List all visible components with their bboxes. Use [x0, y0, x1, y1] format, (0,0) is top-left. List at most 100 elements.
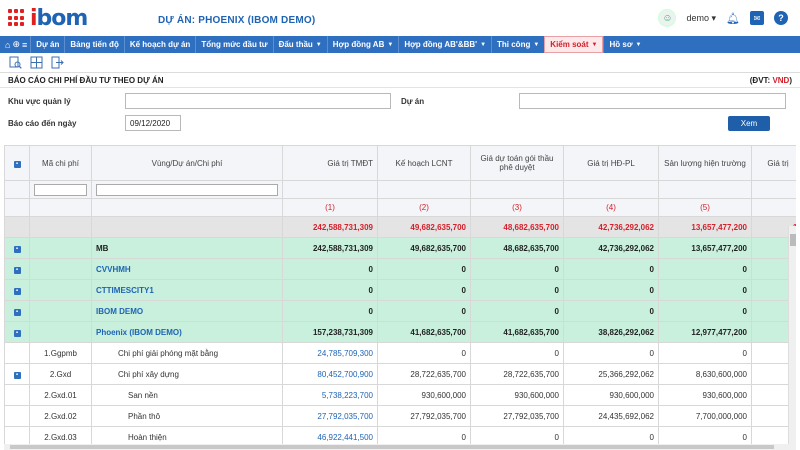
- expand-icon[interactable]: ▪: [13, 288, 21, 295]
- col-header-code[interactable]: Mã chi phí: [29, 145, 92, 181]
- table-row[interactable]: ▪ Phoenix (IBOM DEMO) 157,238,731,309 41,68…: [4, 321, 796, 343]
- mail-icon[interactable]: ✉: [750, 11, 764, 25]
- expand-cell[interactable]: ▪: [4, 237, 30, 259]
- table-row[interactable]: 2.Gxd.01 San nền 5,738,223,700 930,600,000 9…: [4, 384, 796, 406]
- nav-item[interactable]: Dự án: [30, 36, 64, 53]
- col-header-hdpl[interactable]: Giá trị HĐ-PL: [563, 145, 659, 181]
- cell-hdpl: 0: [563, 426, 659, 445]
- cell-hdpl: 0: [563, 258, 659, 280]
- total-dutoan: 48,682,635,700: [470, 216, 564, 238]
- table-row[interactable]: 1.Ggpmb Chi phí giải phóng mặt bằng 24,785…: [4, 342, 796, 364]
- cell-tmdt: 46,922,441,500: [282, 426, 378, 445]
- nav-item[interactable]: Đấu thầu ▼: [272, 36, 327, 53]
- username-menu[interactable]: demo ▾: [686, 12, 716, 23]
- nav-item[interactable]: Hợp đồng AB ▼: [326, 36, 399, 53]
- col-header-sanluong[interactable]: Sản lượng hiện trường: [658, 145, 752, 181]
- table-row[interactable]: 2.Gxd.02 Phần thô 27,792,035,700 27,792,035…: [4, 405, 796, 427]
- table-row[interactable]: ▪ CVVHMH 0 0 0 0 0: [4, 258, 796, 280]
- report-header: BÁO CÁO CHI PHÍ ĐẦU TƯ THEO DỰ ÁN (ĐVT: …: [0, 73, 800, 88]
- cell-tmdt: 157,238,731,309: [282, 321, 378, 343]
- nav-item[interactable]: Kiểm soát ▼: [544, 36, 604, 53]
- expand-icon[interactable]: ▪: [13, 267, 21, 274]
- cell-more: [751, 300, 796, 322]
- horizontal-scrollbar[interactable]: [4, 444, 796, 450]
- expand-icon[interactable]: ▪: [13, 246, 21, 253]
- nav-item[interactable]: Thi công ▼: [491, 36, 544, 53]
- nav-item-label: Hợp đồng AB: [332, 40, 385, 49]
- total-lcnt: 49,682,635,700: [377, 216, 471, 238]
- expand-icon[interactable]: ▪: [13, 330, 21, 337]
- cell-code: 2.Gxd.02: [29, 405, 92, 427]
- top-bar: ibom DỰ ÁN: PHOENIX (IBOM DEMO) ☺ demo ▾…: [0, 0, 800, 36]
- cell-dutoan: 27,792,035,700: [470, 405, 564, 427]
- expand-all-icon[interactable]: ▪: [13, 161, 21, 168]
- nav-item[interactable]: Kế hoạch dự án: [123, 36, 195, 53]
- cell-sanluong: 7,700,000,000: [658, 405, 752, 427]
- chevron-down-icon: ▼: [635, 41, 642, 48]
- cell-dutoan: 0: [470, 300, 564, 322]
- code-filter-input[interactable]: [34, 183, 87, 196]
- expand-cell[interactable]: ▪: [4, 258, 30, 280]
- expand-cell[interactable]: ▪: [4, 321, 30, 343]
- expand-icon[interactable]: ▪: [13, 309, 21, 316]
- col-number: (3): [470, 198, 564, 217]
- home-icon[interactable]: ⌂: [5, 39, 11, 50]
- nav-item-label: Thi công: [497, 40, 531, 49]
- cell-more: [751, 342, 796, 364]
- project-select[interactable]: [519, 93, 786, 109]
- cell-lcnt: 0: [377, 426, 471, 445]
- app-logo[interactable]: ibom: [8, 6, 98, 31]
- col-header-tmdt[interactable]: Giá trị TMĐT: [282, 145, 378, 181]
- report-search-icon[interactable]: [8, 56, 22, 70]
- cell-lcnt: 27,792,035,700: [377, 405, 471, 427]
- plus-circle-icon[interactable]: ⊕: [12, 39, 20, 49]
- avatar[interactable]: ☺: [658, 9, 677, 27]
- menu-icon[interactable]: ≡: [21, 39, 28, 50]
- vertical-scrollbar[interactable]: [788, 226, 796, 445]
- col-header-lcnt[interactable]: Kế hoạch LCNT: [377, 145, 471, 181]
- col-header-more[interactable]: Giá trị: [751, 145, 796, 181]
- name-filter-input[interactable]: [96, 183, 278, 196]
- cell-more: [751, 258, 796, 280]
- cell-code: [29, 300, 92, 322]
- cell-lcnt: 0: [377, 258, 471, 280]
- currency-unit: (ĐVT: VND): [749, 75, 792, 85]
- table-row[interactable]: ▪ IBOM DEMO 0 0 0 0 0: [4, 300, 796, 322]
- help-icon[interactable]: ?: [774, 11, 788, 25]
- cell-name: IBOM DEMO: [91, 300, 283, 322]
- view-button[interactable]: Xem: [728, 115, 770, 131]
- cell-code: [29, 237, 92, 259]
- chevron-down-icon: ▼: [480, 41, 487, 48]
- cell-dutoan: 0: [470, 258, 564, 280]
- table-row[interactable]: ▪ CTTIMESCITY1 0 0 0 0 0: [4, 279, 796, 301]
- table-row[interactable]: ▪ 2.Gxd Chi phí xây dựng 80,452,700,900 28,7…: [4, 363, 796, 385]
- nav-item[interactable]: Bảng tiến độ: [64, 36, 123, 53]
- expand-cell[interactable]: ▪: [4, 363, 30, 385]
- report-table: ▪ Mã chi phí Vùng/Dự án/Chi phí Giá trị …: [4, 145, 796, 445]
- table-row[interactable]: 2.Gxd.03 Hoàn thiện 46,922,441,500 0 0 0 0: [4, 426, 796, 445]
- expand-cell[interactable]: ▪: [4, 300, 30, 322]
- nav-item[interactable]: Hồ sơ ▼: [603, 36, 646, 53]
- region-select[interactable]: [125, 93, 391, 109]
- expand-cell[interactable]: ▪: [4, 279, 30, 301]
- export-icon[interactable]: [50, 56, 64, 70]
- table-row[interactable]: ▪ MB 242,588,731,309 49,682,635,700 48,682,6…: [4, 237, 796, 259]
- grid-icon[interactable]: [29, 56, 43, 70]
- nav-item[interactable]: Hợp đồng AB'&BB' ▼: [398, 36, 491, 53]
- filter-row: [4, 180, 796, 199]
- bell-icon[interactable]: 🔔︎: [726, 12, 740, 25]
- expand-all-header[interactable]: ▪: [4, 145, 30, 181]
- col-header-name[interactable]: Vùng/Dự án/Chi phí: [91, 145, 283, 181]
- cell-hdpl: 930,600,000: [563, 384, 659, 406]
- report-date-input[interactable]: 09/12/2020: [125, 115, 181, 131]
- nav-item[interactable]: Tổng mức đầu tư: [195, 36, 272, 53]
- report-title: BÁO CÁO CHI PHÍ ĐẦU TƯ THEO DỰ ÁN: [8, 75, 164, 85]
- col-header-dutoan[interactable]: Giá dự toán gói thầu phê duyệt: [470, 145, 564, 181]
- total-sanluong: 13,657,477,200: [658, 216, 752, 238]
- cell-sanluong: 8,630,600,000: [658, 363, 752, 385]
- expand-icon[interactable]: ▪: [13, 372, 21, 379]
- cell-sanluong: 0: [658, 342, 752, 364]
- cell-lcnt: 41,682,635,700: [377, 321, 471, 343]
- col-number: (1): [282, 198, 378, 217]
- cell-sanluong: 13,657,477,200: [658, 237, 752, 259]
